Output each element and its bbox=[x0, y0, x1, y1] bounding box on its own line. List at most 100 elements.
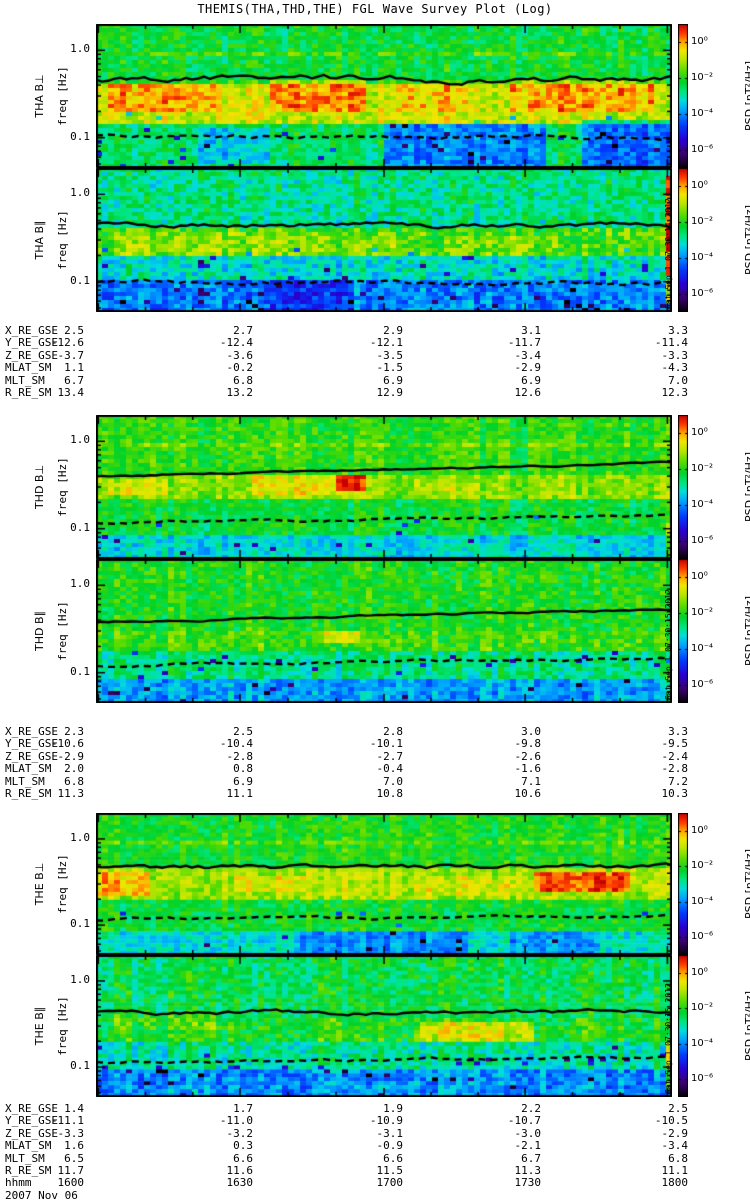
page-title: THEMIS(THA,THD,THE) FGL Wave Survey Plot… bbox=[197, 2, 553, 16]
colorbar-axis-label: PSD [nT²/Hz] bbox=[743, 204, 750, 276]
eph-value: 12.9 bbox=[376, 386, 404, 399]
eph-row-label: R_RE_SM bbox=[5, 1164, 52, 1177]
eph-value: 1.1 bbox=[64, 361, 84, 375]
eph-row-label: MLAT_SM bbox=[5, 361, 52, 375]
render-timestamp: Sat Sep 1 07:30:15 2012 bbox=[664, 589, 673, 700]
colorbar-THD-Bpar bbox=[678, 559, 688, 703]
eph-value: -2.8 bbox=[661, 762, 689, 776]
eph-value: -0.9 bbox=[376, 1139, 404, 1153]
eph-value: 6.9 bbox=[233, 774, 253, 788]
eph-row-label: X_RE_GSE bbox=[5, 725, 58, 738]
colorbar-tick-label: 10⁻² bbox=[691, 607, 714, 618]
colorbar-tick-label: 10⁻² bbox=[691, 860, 714, 872]
colorbar-axis-label: PSD [nT²/Hz] bbox=[743, 595, 750, 667]
eph-value: 6.9 bbox=[383, 373, 403, 387]
eph-value: -3.0 bbox=[514, 1126, 542, 1140]
eph-value: 7.0 bbox=[668, 373, 688, 387]
eph-value: 11.5 bbox=[376, 1164, 404, 1177]
eph-value: 3.0 bbox=[521, 725, 541, 738]
eph-value: -1.5 bbox=[376, 361, 404, 375]
eph-value: 11.3 bbox=[514, 1164, 542, 1177]
eph-value: -1.6 bbox=[514, 762, 542, 776]
eph-value: 6.8 bbox=[64, 774, 84, 788]
eph-value: 2.7 bbox=[233, 324, 253, 337]
eph-value: 11.6 bbox=[226, 1164, 254, 1177]
eph-value: 12.3 bbox=[661, 386, 689, 399]
ylabel-THD-Bpar: THD B∥ bbox=[33, 610, 46, 652]
eph-value: 1.9 bbox=[383, 1102, 403, 1115]
eph-row-label: MLT_SM bbox=[5, 1151, 45, 1165]
eph-value: 2.9 bbox=[383, 324, 403, 337]
colorbar-tick-label: 10⁻⁴ bbox=[691, 643, 714, 654]
eph-value: -3.4 bbox=[661, 1139, 689, 1153]
eph-row-label: Y_RE_GSE bbox=[5, 1114, 58, 1128]
ylabel-THE-Bperp: THE B⊥ bbox=[33, 862, 46, 906]
freq-tick-label: 1.0 bbox=[70, 42, 90, 56]
eph-row-label: Z_RE_GSE bbox=[5, 749, 58, 763]
eph-row-label: MLAT_SM bbox=[5, 762, 52, 776]
eph-value: -11.4 bbox=[654, 336, 688, 350]
eph-row-label: Y_RE_GSE bbox=[5, 336, 58, 350]
ylabel-THE-Bpar: THE B∥ bbox=[33, 1006, 46, 1046]
spectrogram-THE-Bpar bbox=[96, 955, 672, 1097]
eph-value: 7.0 bbox=[383, 774, 403, 788]
eph-value: -10.9 bbox=[369, 1114, 403, 1128]
ylabel-THA-Bpar: THA B∥ bbox=[33, 220, 46, 260]
freq-axis-label: freq [Hz] bbox=[56, 996, 69, 1056]
colorbar-tick-label: 10⁰ bbox=[691, 966, 708, 978]
freq-tick-label: 0.1 bbox=[70, 1059, 90, 1073]
render-timestamp: Sat Sep 1 07:30:15 2012 bbox=[664, 983, 673, 1094]
eph-value: -3.2 bbox=[226, 1126, 254, 1140]
eph-value: -0.2 bbox=[226, 361, 254, 375]
eph-value: 2.3 bbox=[64, 725, 84, 738]
colorbar-tick-label: 10⁰ bbox=[691, 824, 708, 836]
colorbar-tick-label: 10⁻⁴ bbox=[691, 895, 714, 907]
eph-value: -12.6 bbox=[50, 336, 84, 350]
eph-value: 1.6 bbox=[64, 1139, 84, 1153]
eph-row-label: Y_RE_GSE bbox=[5, 737, 58, 751]
colorbar-tick-label: 10⁻⁶ bbox=[691, 931, 714, 943]
eph-value: 6.6 bbox=[383, 1151, 403, 1165]
colorbar-tick-label: 10⁻⁶ bbox=[691, 1073, 714, 1085]
colorbar-tick-label: 10⁻² bbox=[691, 463, 714, 474]
eph-value: 11.3 bbox=[57, 787, 85, 800]
colorbar-THA-Bpar bbox=[678, 168, 688, 312]
colorbar-tick-label: 10⁰ bbox=[691, 427, 708, 438]
eph-value: -10.6 bbox=[50, 737, 84, 751]
colorbar-tick-label: 10⁻² bbox=[691, 216, 714, 227]
colorbar-tick-label: 10⁻⁶ bbox=[691, 535, 714, 546]
time-tick-label: 1700 bbox=[376, 1176, 404, 1190]
colorbar-THD-Bperp bbox=[678, 415, 688, 559]
eph-value: 13.2 bbox=[226, 386, 254, 399]
eph-value: 2.5 bbox=[233, 725, 253, 738]
eph-value: -3.4 bbox=[514, 348, 542, 362]
time-tick-label: 1730 bbox=[514, 1176, 542, 1190]
eph-value: -2.1 bbox=[514, 1139, 542, 1153]
eph-value: -2.7 bbox=[376, 749, 404, 763]
colorbar-tick-label: 10⁻⁶ bbox=[691, 288, 714, 299]
eph-value: 12.6 bbox=[514, 386, 542, 399]
eph-value: 6.8 bbox=[233, 373, 253, 387]
eph-value: -2.9 bbox=[57, 749, 85, 763]
colorbar-tick-label: 10⁻⁶ bbox=[691, 144, 714, 155]
colorbar-axis-label: PSD [nT²/Hz] bbox=[743, 451, 750, 523]
eph-value: -2.9 bbox=[514, 361, 542, 375]
eph-value: 2.8 bbox=[383, 725, 403, 738]
colorbar-THE-Bperp bbox=[678, 813, 688, 955]
colorbar-tick-label: 10⁻² bbox=[691, 1002, 714, 1014]
colorbar-axis-label: PSD [nT²/Hz] bbox=[743, 60, 750, 132]
eph-row-label: X_RE_GSE bbox=[5, 324, 58, 337]
ylabel-THA-Bperp: THA B⊥ bbox=[33, 74, 46, 118]
spectrogram-THE-Bperp bbox=[96, 813, 672, 955]
eph-row-label: R_RE_SM bbox=[5, 386, 52, 399]
eph-value: -10.4 bbox=[219, 737, 253, 751]
eph-value: -10.1 bbox=[369, 737, 403, 751]
freq-axis-label: freq [Hz] bbox=[56, 66, 69, 126]
eph-value: 6.5 bbox=[64, 1151, 84, 1165]
eph-value: -10.5 bbox=[654, 1114, 688, 1128]
eph-value: 2.0 bbox=[64, 762, 84, 776]
colorbar-tick-label: 10⁰ bbox=[691, 180, 708, 191]
eph-value: 7.1 bbox=[521, 774, 541, 788]
time-tick-label: 1800 bbox=[661, 1176, 689, 1190]
eph-value: -4.3 bbox=[661, 361, 689, 375]
